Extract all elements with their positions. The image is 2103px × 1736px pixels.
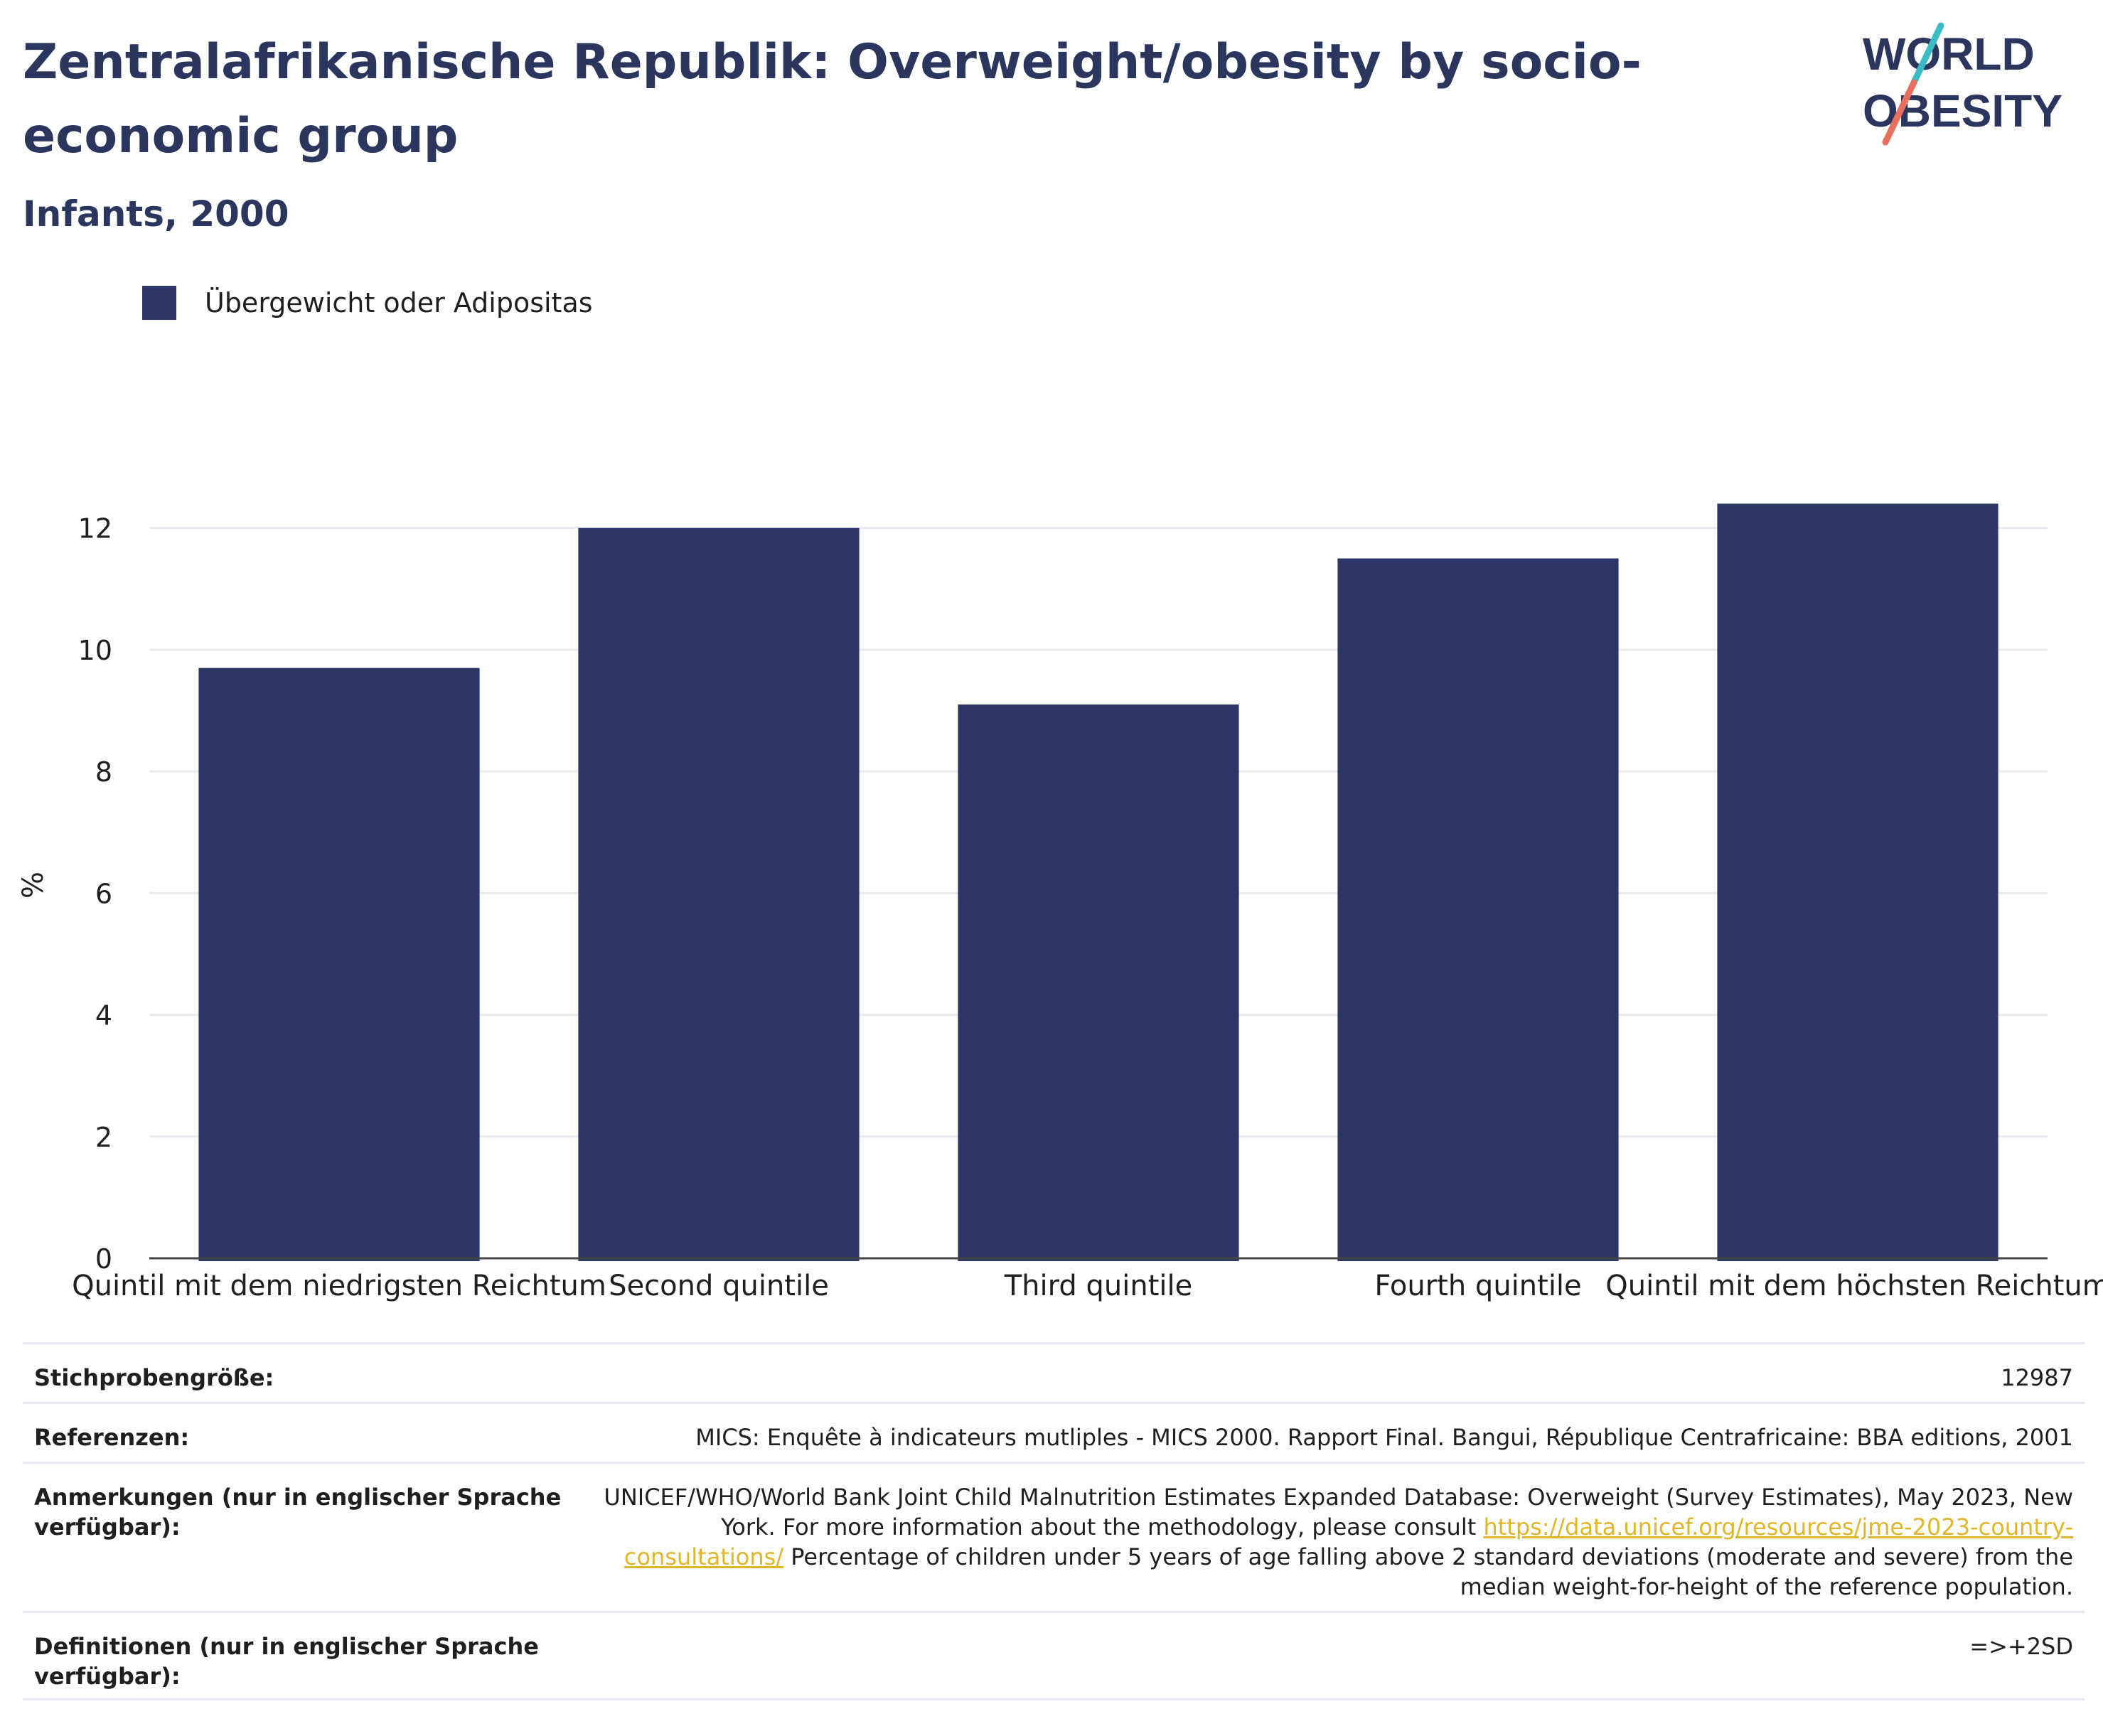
chart-subtitle: Infants, 2000 [23, 193, 289, 235]
bar[interactable] [1717, 503, 1998, 1261]
x-tick-label: Second quintile [609, 1270, 829, 1302]
bar[interactable] [198, 668, 480, 1261]
bar-layer [198, 503, 1998, 1261]
y-tick-label: 2 [95, 1122, 112, 1153]
notes-label: Anmerkungen (nur in englischer Sprache v… [34, 1484, 562, 1541]
info-row-sample-size: Stichprobengröße: 12987 [23, 1342, 2085, 1402]
axis-layer: 0 2 4 6 8 10 12 Quintil mit dem niedrigsten Rei… [17, 513, 2103, 1302]
sample-size-value: 12987 [2001, 1364, 2073, 1391]
chart-title: Zentralafrikanische Republik: Overweight… [23, 34, 1642, 164]
y-tick-label: 6 [95, 878, 112, 909]
sample-size-label: Stichprobengröße: [34, 1364, 274, 1391]
logo-slash-coral [1882, 79, 1917, 146]
notes-text-after: Percentage of children under 5 years of … [783, 1543, 2073, 1600]
bar[interactable] [958, 704, 1239, 1261]
y-tick-label: 12 [78, 513, 112, 545]
x-tick-label: Fourth quintile [1374, 1270, 1581, 1302]
legend-swatch[interactable] [142, 286, 176, 320]
legend: Übergewicht oder Adipositas [142, 283, 593, 323]
y-tick-label: 8 [95, 756, 112, 788]
notes-text-before: UNICEF/WHO/World Bank Joint Child Malnut… [604, 1484, 2073, 1541]
info-table: Stichprobengröße: 12987 Referenzen: MICS… [23, 1342, 2085, 1700]
bar[interactable] [578, 527, 860, 1261]
references-value: MICS: Enquête à indicateurs mutliples - … [695, 1424, 2073, 1451]
logo-word-world: WORLD [1863, 28, 2035, 80]
info-row-references: Referenzen: MICS: Enquête à indicateurs … [23, 1402, 2085, 1462]
notes-link[interactable]: https://data.unicef.org/resources/jme-20… [624, 1513, 2073, 1570]
y-tick-label: 10 [78, 635, 112, 666]
x-tick-label: Quintil mit dem höchsten Reichtum [1605, 1270, 2103, 1302]
x-tick-label: Quintil mit dem niedrigsten Reichtum [72, 1270, 606, 1302]
logo-slash-teal [1910, 22, 1944, 86]
notes-value: UNICEF/WHO/World Bank Joint Child Malnut… [574, 1482, 2073, 1602]
definitions-label: Definitionen (nur in englischer Sprache … [34, 1633, 539, 1690]
info-row-notes: Anmerkungen (nur in englischer Sprache v… [23, 1462, 2085, 1611]
definitions-value: =>+2SD [1969, 1633, 2073, 1660]
bar[interactable] [1337, 558, 1619, 1261]
y-tick-label: 4 [95, 1000, 112, 1032]
bar-chart: 0 2 4 6 8 10 12 Quintil mit dem niedrigsten Rei… [17, 503, 2103, 1302]
x-tick-label: Third quintile [1004, 1270, 1192, 1302]
legend-label: Übergewicht oder Adipositas [205, 287, 593, 318]
references-label: Referenzen: [34, 1424, 190, 1451]
info-row-definitions: Definitionen (nur in englischer Sprache … [23, 1611, 2085, 1700]
y-axis-title: % [17, 872, 50, 899]
world-obesity-logo: WORLD OBESITY [1863, 22, 2062, 146]
logo-word-obesity: OBESITY [1863, 85, 2062, 136]
y-tick-label: 0 [95, 1243, 112, 1275]
